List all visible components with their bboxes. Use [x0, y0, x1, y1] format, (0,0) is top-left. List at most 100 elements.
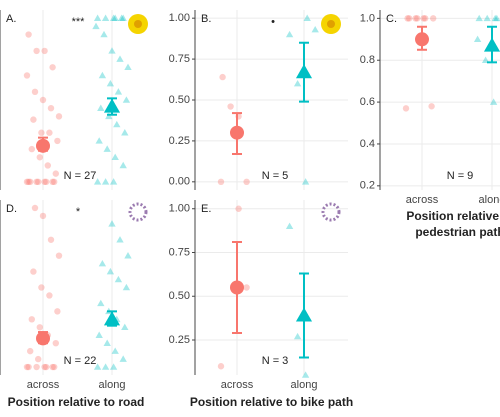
- raw-point: [402, 105, 410, 112]
- raw-point: [46, 129, 53, 136]
- y-tick-label: 0.6: [360, 96, 375, 108]
- raw-point: [491, 14, 499, 22]
- raw-point: [47, 236, 55, 243]
- raw-point: [493, 14, 500, 22]
- panel-label: A.: [6, 13, 16, 25]
- raw-point: [108, 220, 116, 227]
- raw-point: [23, 72, 31, 79]
- mean-marker: [36, 138, 50, 153]
- raw-point: [303, 14, 311, 21]
- raw-point: [95, 331, 103, 338]
- raw-point: [23, 178, 31, 186]
- y-tick-label: 0.50: [169, 290, 190, 302]
- panel-background: [0, 200, 152, 375]
- raw-point: [475, 14, 483, 22]
- y-tick-label: 0.75: [169, 246, 190, 258]
- raw-point: [23, 363, 31, 371]
- raw-point: [28, 145, 35, 153]
- raw-point: [285, 30, 294, 38]
- raw-point: [38, 284, 45, 291]
- n-label: N = 27: [64, 170, 97, 182]
- panel-label: E.: [201, 203, 211, 215]
- n-label: N = 5: [262, 170, 289, 182]
- x-tick-label: along: [291, 379, 318, 391]
- raw-point: [55, 113, 63, 120]
- raw-point: [219, 73, 226, 81]
- panel-label: C.: [386, 13, 397, 25]
- raw-point: [114, 275, 123, 283]
- raw-point: [301, 178, 310, 185]
- raw-point: [54, 137, 61, 145]
- raw-point: [100, 30, 108, 38]
- raw-point: [103, 145, 111, 152]
- x-axis-title: Position relative to bike path: [190, 395, 353, 409]
- raw-point: [117, 14, 126, 21]
- raw-point: [406, 15, 413, 22]
- y-tick-label: 0.4: [360, 138, 375, 150]
- raw-point: [124, 63, 132, 71]
- raw-point: [97, 299, 105, 307]
- y-tick-label: 0.25: [169, 135, 190, 147]
- panel-label: B.: [201, 13, 211, 25]
- x-tick-label: across: [27, 379, 60, 391]
- raw-point: [27, 178, 34, 186]
- raw-point: [103, 339, 111, 346]
- raw-point: [227, 103, 234, 110]
- n-label: N = 22: [64, 355, 97, 367]
- raw-point: [43, 178, 50, 186]
- panel-background: [380, 10, 500, 190]
- raw-point: [285, 222, 294, 230]
- flower-icon: [321, 14, 341, 34]
- raw-point: [217, 178, 225, 186]
- x-tick-label: across: [406, 194, 439, 206]
- raw-point: [414, 15, 421, 22]
- raw-point: [33, 363, 40, 371]
- raw-point: [113, 120, 121, 128]
- significance: •: [271, 16, 275, 28]
- raw-point: [30, 116, 37, 123]
- mean-marker: [295, 307, 313, 322]
- raw-point: [98, 259, 107, 267]
- y-tick-label: 0.2: [360, 180, 375, 192]
- raw-point: [31, 204, 39, 212]
- x-axis-title: pedestrian path: [415, 225, 500, 239]
- y-tick-label: 0.75: [169, 53, 190, 65]
- raw-point: [55, 252, 63, 259]
- significance: ***: [72, 16, 86, 28]
- mean-marker: [230, 280, 244, 295]
- raw-point: [101, 363, 110, 370]
- mean-marker: [295, 64, 313, 79]
- y-tick-label: 0.50: [169, 94, 190, 106]
- raw-point: [35, 178, 42, 186]
- raw-point: [38, 129, 45, 136]
- raw-point: [422, 15, 429, 22]
- raw-point: [39, 96, 47, 104]
- raw-point: [106, 79, 115, 87]
- n-label: N = 3: [262, 355, 289, 367]
- mean-marker: [103, 98, 121, 113]
- raw-point: [49, 363, 56, 371]
- raw-point: [25, 178, 32, 186]
- raw-point: [33, 47, 40, 55]
- raw-point: [111, 153, 119, 161]
- raw-point: [293, 79, 302, 87]
- raw-point: [97, 104, 105, 111]
- raw-point: [420, 15, 427, 22]
- raw-point: [293, 332, 302, 340]
- n-label: N = 9: [447, 170, 474, 182]
- raw-point: [41, 47, 48, 55]
- raw-point: [41, 363, 48, 371]
- y-tick-label: 1.00: [169, 203, 190, 215]
- raw-point: [35, 355, 42, 363]
- raw-point: [51, 178, 58, 186]
- flower-icon: [128, 14, 148, 34]
- raw-point: [93, 14, 102, 21]
- raw-point: [412, 15, 419, 22]
- plots: A. *** N = 27 0.00 0.25 0.50 0.75 1.00 B. • N = 5 0…: [0, 10, 500, 409]
- raw-point: [311, 25, 319, 33]
- raw-point: [41, 178, 48, 186]
- raw-point: [122, 96, 131, 103]
- raw-point: [109, 363, 118, 370]
- raw-point: [28, 316, 35, 323]
